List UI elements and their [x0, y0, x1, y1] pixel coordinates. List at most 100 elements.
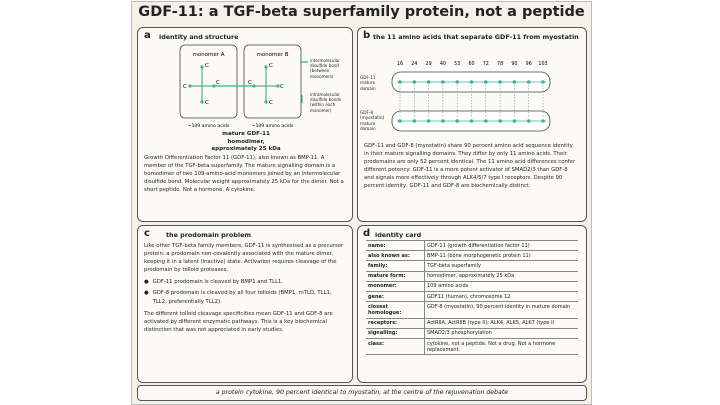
identity-table: name: GDF-11 (growth differentiation fact…	[366, 239, 578, 356]
position-label: 78	[497, 61, 503, 67]
paragraph: Growth Differentiation Factor 11 (GDF-11…	[144, 155, 344, 194]
residue: C	[269, 63, 273, 69]
panel-title: identity and structure	[159, 33, 239, 41]
field-name: gene:	[366, 291, 425, 303]
field-value: GDF-11 (growth differentiation factor 11…	[424, 239, 578, 252]
footer: a protein cytokine, 90 percent identical…	[137, 385, 587, 401]
position-label: 96	[526, 61, 532, 67]
table-row: mature form: homodimer, approximately 25 …	[366, 270, 578, 282]
panel-letter: a	[144, 30, 151, 41]
residue: C	[248, 80, 252, 86]
field-value: BMP-11 (bone morphogenetic protein 11)	[424, 250, 578, 262]
residue: C	[269, 100, 273, 106]
residue: C	[183, 84, 187, 90]
monomer-box	[179, 44, 238, 119]
bullet-text: GDF-11 prodomain is cleaved by BMP1 and …	[152, 279, 284, 286]
residue-dot	[498, 80, 502, 84]
bonds	[190, 67, 278, 102]
residue-dot	[512, 119, 517, 123]
bullet-text: GDF-8 prodomain is cleaved by all four t…	[152, 290, 332, 305]
residue-dot	[426, 80, 431, 84]
residue-dot	[526, 80, 531, 84]
table-row: monomer: 109 amino acids	[366, 280, 578, 293]
table-row: receptors: ActRIIA, ActRIIB (type II); AL…	[366, 317, 578, 329]
field-name: family:	[366, 260, 425, 272]
position-label: 60	[468, 61, 474, 67]
position-label: 72	[483, 61, 489, 67]
residue-dot	[512, 80, 517, 84]
legend-text: intramolecular disulfide bonds (within e…	[310, 92, 342, 113]
panel-letter: c	[144, 228, 150, 239]
paragraph: The different tolloid cleavage specifici…	[144, 310, 333, 333]
field-name: closest homologue:	[366, 301, 425, 319]
residue: C	[205, 63, 209, 69]
paragraph: GDF-11 and GDF-8 (myostatin) share 90 pe…	[364, 143, 576, 190]
caption: mature GDF-11 homodimer, approximately 2…	[211, 131, 281, 152]
row-label: GDF-8 (myostatin) mature domain	[360, 110, 385, 131]
field-value: homodimer, approximately 25 kDa	[424, 270, 578, 282]
residue-dot	[469, 119, 474, 123]
field-value: 109 amino acids	[424, 280, 578, 293]
panel-title: identity card	[375, 231, 422, 239]
residue-dot	[469, 80, 474, 84]
field-name: receptors:	[366, 317, 425, 329]
residue: C	[205, 100, 209, 106]
table-row: class: cytokine, not a peptide. Not a dru…	[366, 338, 578, 356]
field-value: GDF-8 (myostatin), 90 percent identity i…	[424, 301, 578, 319]
residue-dot	[441, 119, 445, 123]
monomer-label: monomer B	[256, 52, 288, 58]
paragraph: Like other TGF-beta family members, GDF-…	[144, 243, 344, 274]
residue-dot	[441, 80, 445, 84]
bullet: ● GDF-8 prodomain is cleaved by all four …	[144, 289, 344, 305]
residue: C	[216, 80, 220, 86]
position-label: 24	[411, 61, 417, 67]
panel-c-body: Like other TGF-beta family members, GDF-…	[144, 242, 344, 338]
residue-dot	[412, 119, 417, 123]
table-row: family: TGF-beta superfamily	[366, 260, 578, 272]
position-label: 53	[454, 61, 460, 67]
field-name: mature form:	[366, 270, 425, 282]
position-label: 103	[538, 61, 547, 67]
field-name: class:	[366, 338, 425, 356]
residue-dot	[526, 119, 531, 123]
page-title: GDF-11: a TGF-beta superfamily protein, …	[138, 4, 585, 20]
field-name: name:	[366, 239, 425, 252]
position-markers: 16 24 29 40 53 60 72 78 90 96 103	[397, 61, 548, 123]
field-name: monomer:	[366, 280, 425, 293]
table-row: closest homologue: GDF-8 (myostatin), 90 …	[366, 301, 578, 319]
field-name: signalling:	[366, 327, 425, 340]
residue-dot	[412, 80, 417, 84]
residue-dot	[455, 80, 460, 84]
monomer-size: ~109 amino acids	[252, 123, 294, 129]
monomer-size: ~109 amino acids	[188, 123, 230, 129]
panel-title: the prodomain problem	[166, 231, 252, 239]
panel-c	[137, 225, 353, 383]
panel-a	[137, 27, 353, 222]
panel-letter: d	[363, 228, 371, 239]
residue-dot	[426, 119, 431, 123]
position-label: 90	[511, 61, 517, 67]
monomer-label: monomer A	[192, 52, 224, 58]
residue-dot	[398, 80, 402, 84]
field-value: TGF-beta superfamily	[424, 260, 578, 272]
residue: C	[280, 84, 284, 90]
field-value: SMAD2/3 phosphorylation	[424, 327, 578, 340]
residue-dot	[484, 119, 488, 123]
table-row: signalling: SMAD2/3 phosphorylation	[366, 327, 578, 340]
residue-dot	[498, 119, 502, 123]
cysteines	[188, 65, 280, 104]
residue-dot	[484, 80, 488, 84]
field-value: cytokine, not a peptide. Not a drug. Not…	[424, 338, 578, 356]
position-label: 16	[397, 61, 403, 67]
position-label: 29	[426, 61, 432, 67]
monomer-box	[243, 44, 302, 119]
residue-labels: C C C C C C C C	[183, 63, 284, 106]
legend-text: intermolecular disulfide bond (between m…	[310, 58, 340, 79]
bullet: ● GDF-11 prodomain is cleaved by BMP1 and…	[144, 279, 284, 286]
row-label: GDF-11 mature domain	[360, 75, 376, 91]
residue-dot	[455, 119, 460, 123]
position-label: 40	[440, 61, 446, 67]
panel-title: the 11 amino acids that separate GDF-11 …	[373, 33, 579, 41]
